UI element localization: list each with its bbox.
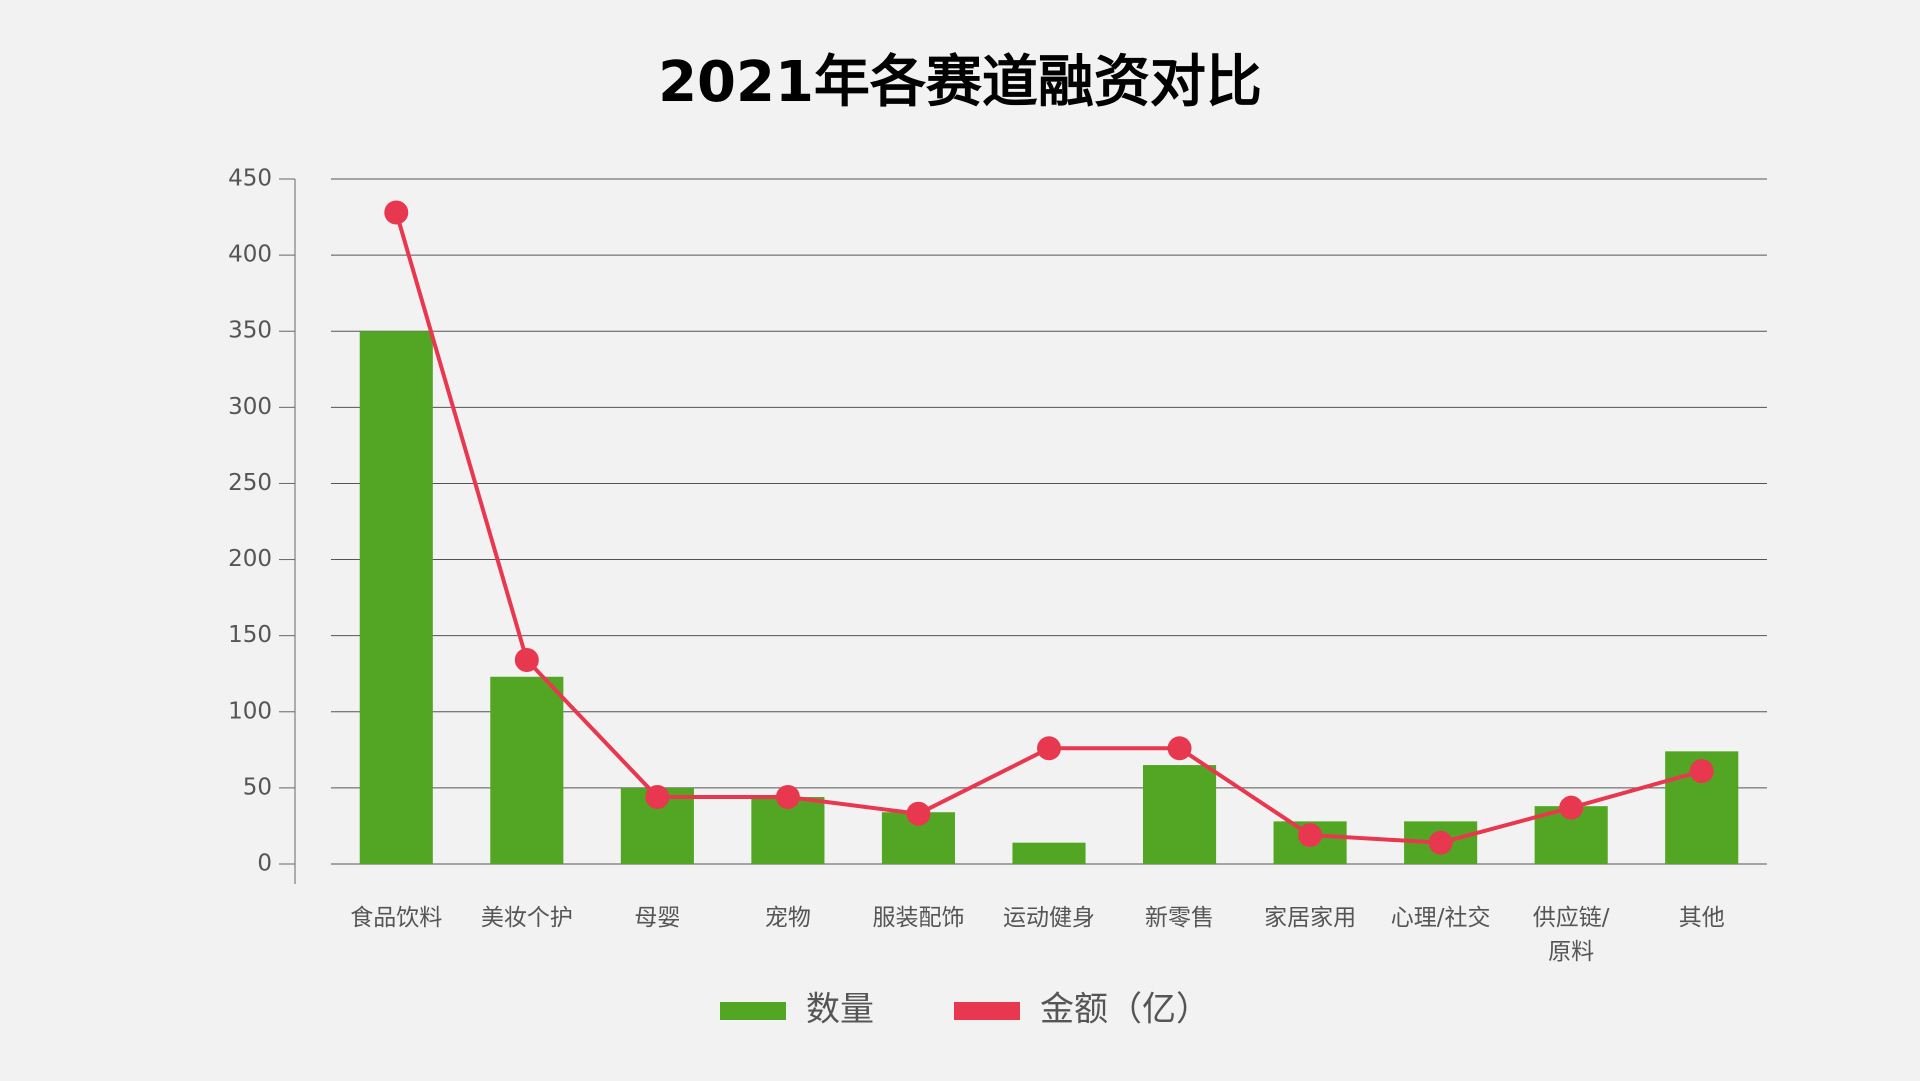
bar — [490, 676, 564, 864]
bar — [1142, 765, 1217, 864]
x-tick-label: 家居家用 — [1264, 905, 1357, 931]
point — [645, 785, 670, 810]
y-tick-label: 350 — [228, 318, 272, 344]
x-tick-label: 服装配饰 — [872, 905, 965, 931]
legend-label: 数量 — [806, 990, 874, 1030]
y-tick-label: 50 — [243, 774, 272, 800]
x-tick-label: 心理/社交 — [1390, 905, 1491, 931]
point — [775, 785, 800, 810]
x-tick-label: 新零售 — [1145, 905, 1215, 931]
x-tick-label: 其他 — [1678, 905, 1725, 931]
legend-label: 金额（亿） — [1040, 990, 1210, 1030]
legend-swatch — [720, 1002, 786, 1020]
point — [1559, 795, 1584, 820]
y-tick-label: 250 — [228, 470, 272, 496]
point — [514, 648, 539, 673]
point — [1689, 759, 1714, 784]
y-tick-label: 0 — [257, 851, 272, 877]
legend-swatch — [954, 1002, 1020, 1020]
point — [1037, 736, 1061, 761]
x-tick-label: 母婴 — [634, 905, 681, 931]
y-tick-label: 100 — [228, 698, 272, 724]
y-tick-label: 300 — [228, 394, 272, 420]
y-tick-label: 400 — [228, 242, 272, 268]
bar — [359, 331, 433, 864]
point — [1298, 823, 1323, 848]
y-tick-label: 150 — [228, 622, 272, 648]
point — [1428, 830, 1453, 855]
x-tick-label: 宠物 — [764, 905, 811, 931]
chart-title: 2021年各赛道融资对比 — [658, 50, 1262, 115]
x-tick-label: 食品饮料 — [350, 905, 443, 931]
bar — [1012, 842, 1086, 864]
x-tick-label: 运动健身 — [1003, 905, 1095, 931]
x-tick-label: 美妆个护 — [480, 905, 573, 931]
point — [1167, 736, 1192, 761]
point — [906, 801, 931, 826]
point — [384, 200, 409, 225]
y-tick-label: 200 — [228, 546, 272, 572]
y-tick-label: 450 — [228, 166, 272, 192]
x-tick-label: 供应链/ 原料 — [1532, 905, 1610, 965]
